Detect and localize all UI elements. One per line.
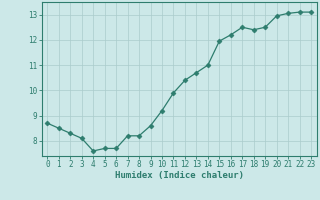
X-axis label: Humidex (Indice chaleur): Humidex (Indice chaleur) [115, 171, 244, 180]
